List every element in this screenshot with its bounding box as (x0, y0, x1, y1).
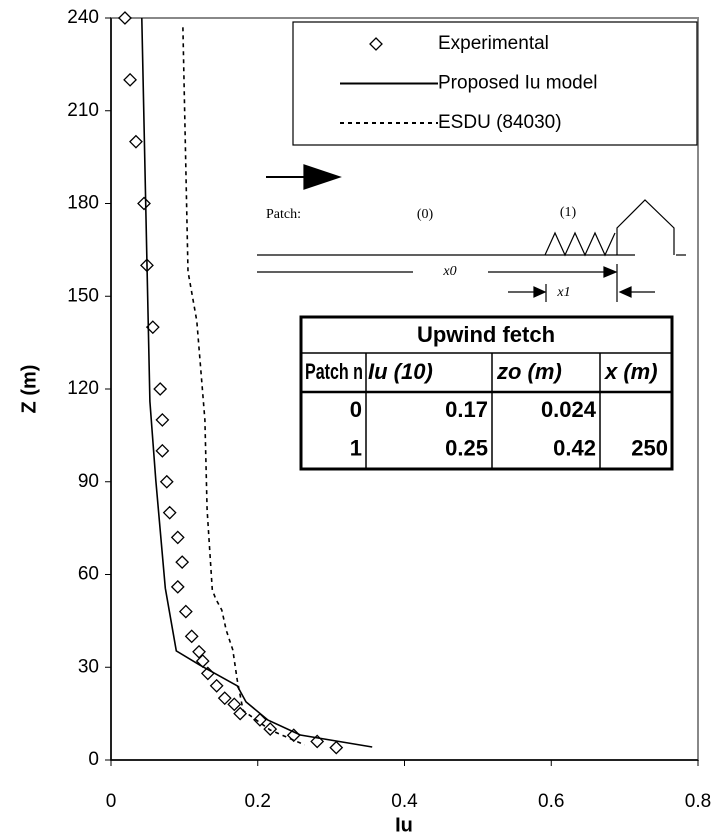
data-point (217, 691, 232, 706)
data-point (153, 382, 168, 396)
data-point (170, 579, 185, 594)
data-point (118, 11, 132, 25)
table-title: Upwind fetch (417, 322, 555, 347)
y-tick-label: 120 (67, 378, 99, 399)
table-cell: 0.25 (445, 435, 488, 460)
table-cell: 0.024 (541, 397, 597, 422)
x-tick-label: 0.4 (391, 791, 418, 812)
data-point (155, 443, 170, 458)
data-point (137, 196, 151, 211)
data-point (155, 412, 170, 427)
data-point (184, 629, 199, 644)
legend-label: ESDU (84030) (438, 112, 562, 133)
table-cell: 0 (350, 397, 362, 422)
y-tick-label: 60 (78, 564, 99, 585)
data-point (170, 530, 185, 545)
legend-label: Proposed Iu model (438, 73, 598, 94)
patch-label: Patch: (266, 207, 301, 222)
data-point (162, 505, 177, 520)
legend-marker (369, 37, 383, 51)
x1-label: x1 (556, 285, 570, 300)
table-cell: 0.17 (445, 397, 488, 422)
data-point (329, 740, 344, 755)
x-tick-label: 0.8 (685, 791, 711, 812)
y-tick-label: 30 (78, 656, 99, 677)
patch-0-label: (0) (417, 207, 434, 222)
data-point (159, 474, 174, 489)
y-axis-label: Z (m) (18, 365, 40, 414)
x-tick-label: 0.6 (538, 791, 564, 812)
x-tick-label: 0.2 (245, 791, 271, 812)
y-tick-label: 210 (67, 100, 99, 121)
x-tick-label: 0 (106, 791, 117, 812)
data-point (178, 604, 193, 619)
y-tick-label: 90 (78, 471, 99, 492)
data-point (129, 134, 143, 149)
data-line (182, 27, 306, 746)
data-point (227, 697, 242, 712)
table-header: Patch n (305, 359, 363, 384)
y-tick-label: 0 (88, 749, 99, 770)
y-tick-label: 180 (67, 193, 99, 214)
x-axis-label: Iu (395, 814, 413, 836)
table-cell: 1 (350, 435, 362, 460)
table-header: zo (m) (496, 359, 562, 384)
legend-label: Experimental (438, 33, 549, 54)
table-header: x (m) (604, 359, 658, 384)
table-header: Iu (10) (368, 359, 433, 384)
y-tick-label: 240 (67, 7, 99, 28)
data-point (209, 678, 224, 693)
fetch-table (299, 315, 674, 471)
table-cell: 0.42 (553, 435, 596, 460)
table-cell: 250 (631, 435, 668, 460)
fetch-diagram (257, 164, 686, 302)
data-line (141, 17, 373, 748)
x0-label: x0 (442, 264, 456, 279)
data-point (192, 644, 206, 659)
data-point (123, 72, 137, 87)
patch-1-label: (1) (560, 205, 577, 220)
y-tick-label: 150 (67, 285, 99, 306)
data-point (175, 555, 190, 570)
